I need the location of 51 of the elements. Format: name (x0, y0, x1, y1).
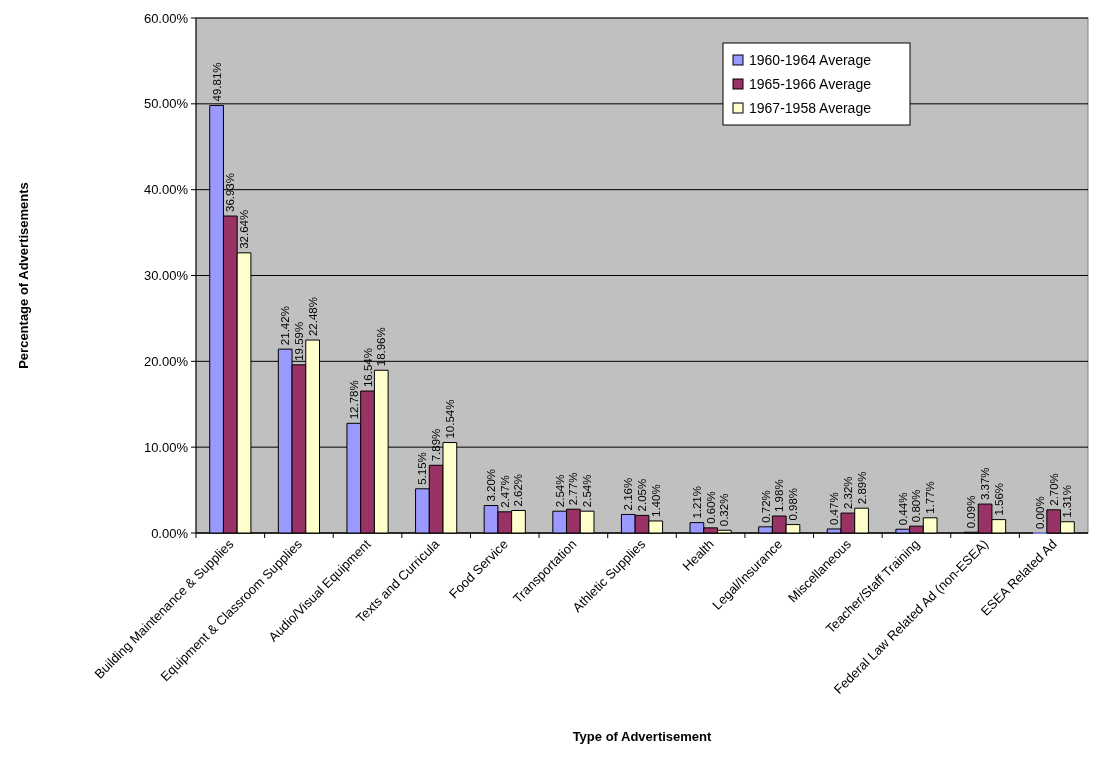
data-label: 1.21% (690, 486, 703, 519)
data-label: 10.54% (443, 399, 456, 439)
data-label: 2.54% (553, 474, 566, 508)
data-label: 2.70% (1047, 473, 1060, 506)
data-label: 1.31% (1061, 485, 1074, 518)
data-label: 3.37% (979, 467, 992, 501)
data-label: 2.62% (512, 473, 525, 507)
data-label: 2.05% (636, 478, 648, 512)
data-label: 0.60% (704, 491, 717, 524)
data-label: 0.09% (965, 495, 978, 529)
legend-label: 1967-1958 Average (749, 99, 872, 116)
data-label: 12.78% (347, 380, 360, 420)
data-label: 0.32% (718, 493, 731, 527)
data-label: 1.77% (924, 481, 937, 514)
data-label: 1.40% (649, 484, 662, 517)
y-tick-label: 50.00% (143, 96, 189, 112)
y-tick-label: 40.00% (143, 182, 189, 198)
legend-label: 1965-1966 Average (749, 75, 872, 92)
data-label: 16.54% (361, 348, 374, 388)
data-label: 2.47% (498, 475, 511, 508)
data-label: 36.93% (224, 173, 237, 213)
data-label: 18.96% (375, 327, 388, 367)
data-label: 5.15% (416, 452, 429, 485)
data-label: 21.42% (279, 306, 292, 346)
data-label: 0.00% (1033, 496, 1046, 529)
x-axis-title: Type of Advertisement (572, 729, 713, 744)
legend-label: 1960-1964 Average (749, 51, 872, 68)
data-label: 19.59% (292, 321, 305, 361)
data-label: 49.81% (210, 62, 223, 102)
y-tick-label: 60.00% (143, 10, 189, 26)
data-label: 2.16% (622, 477, 635, 511)
y-tick-label: 30.00% (143, 268, 189, 284)
data-label: 22.48% (306, 297, 319, 337)
data-label: 0.72% (759, 490, 772, 523)
y-axis-title: Percentage of Advertisements (16, 182, 31, 369)
y-tick-label: 10.00% (143, 439, 189, 455)
data-label: 32.64% (238, 209, 251, 249)
data-label: 7.89% (430, 428, 443, 462)
data-label: 1.56% (992, 483, 1005, 516)
data-label: 1.98% (773, 479, 786, 513)
data-label: 0.98% (786, 487, 799, 521)
data-label: 2.77% (567, 472, 580, 506)
y-tick-label: 20.00% (143, 353, 189, 369)
data-label: 3.20% (485, 468, 498, 502)
data-label: 0.80% (910, 489, 923, 523)
data-label: 2.54% (581, 474, 594, 508)
y-tick-label: 0.00% (151, 525, 189, 541)
data-label: 2.89% (855, 471, 868, 505)
data-label: 0.47% (828, 492, 841, 525)
data-label: 2.32% (841, 476, 854, 510)
data-label: 0.44% (896, 492, 909, 526)
